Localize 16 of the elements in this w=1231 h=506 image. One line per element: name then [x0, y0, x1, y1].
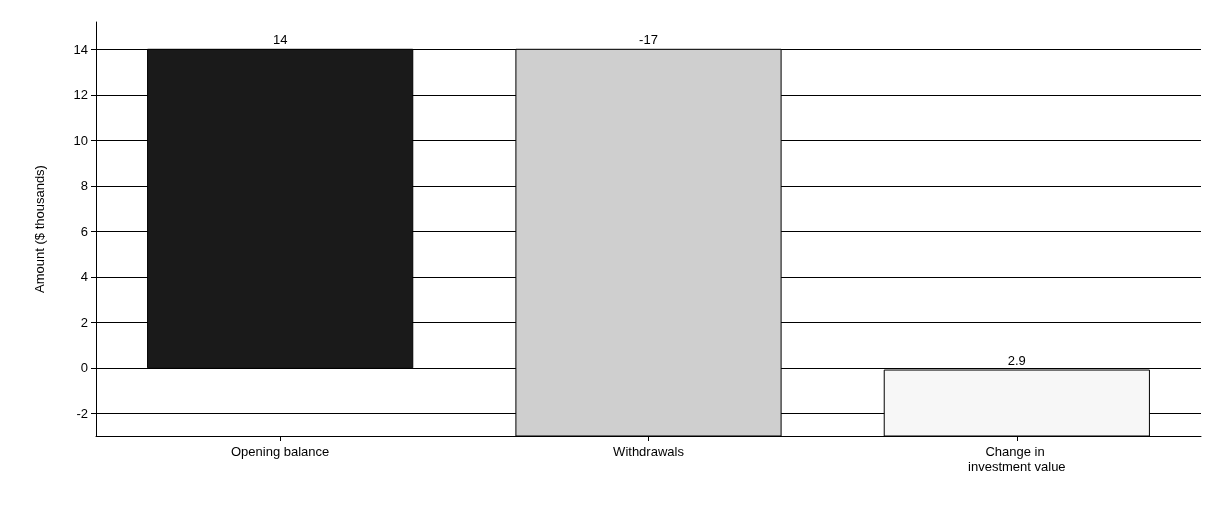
x-tick-label: Change in investment value — [968, 444, 1066, 474]
y-tick-label: 10 — [73, 132, 88, 148]
x-tick-label: Withdrawals — [613, 444, 685, 459]
y-tick-label: 14 — [73, 41, 88, 57]
y-tick-label: 8 — [80, 178, 88, 194]
data-label: -17 — [639, 32, 658, 48]
y-tick-label: 12 — [73, 87, 88, 103]
data-label: 14 — [272, 32, 288, 48]
y-tick-label: 6 — [80, 223, 88, 239]
y-tick-label: 0 — [80, 360, 88, 376]
data-label: 2.9 — [1007, 353, 1026, 369]
y-tick-label: -2 — [76, 405, 88, 421]
y-axis-title: Amount ($ thousands) — [32, 165, 47, 293]
y-tick-label: 2 — [80, 314, 88, 330]
x-tick-label: Opening balance — [231, 444, 330, 459]
y-tick-label: 4 — [80, 269, 88, 285]
